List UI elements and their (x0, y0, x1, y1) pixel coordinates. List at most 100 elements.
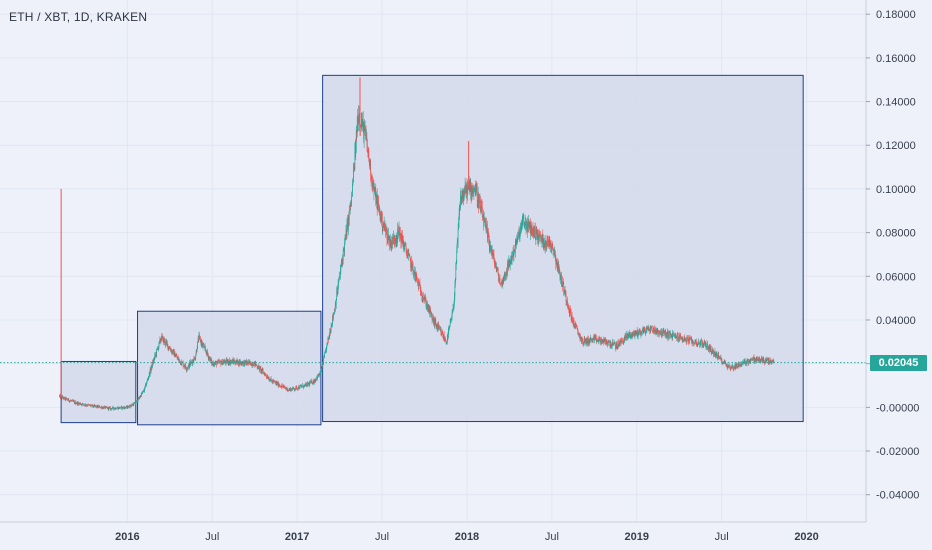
candle-body (612, 341, 614, 345)
candle-body (177, 357, 178, 358)
range-box-1[interactable] (60, 360, 137, 424)
candle-body (78, 403, 80, 405)
candle-body (392, 236, 394, 245)
candle-body (753, 357, 754, 358)
candle-body (208, 357, 210, 359)
candle-body (399, 227, 400, 236)
candle-body (562, 283, 564, 287)
candle-body (718, 356, 720, 359)
candle-body (448, 327, 450, 329)
candle-body (224, 360, 226, 363)
candle-body (262, 370, 264, 374)
candle-body (381, 214, 383, 229)
candle-body (663, 331, 665, 333)
candle-body (580, 337, 582, 339)
candle-body (671, 334, 673, 338)
candle-body (226, 359, 228, 363)
candle-body (197, 338, 199, 342)
candle-body (97, 405, 99, 408)
candle-body (495, 264, 497, 268)
candle-body (534, 228, 536, 238)
candle-body (177, 357, 179, 360)
candle-body (433, 318, 435, 323)
candle-body (261, 369, 263, 372)
candle-body (575, 324, 577, 327)
candle-body (450, 319, 452, 321)
candle-body (595, 336, 597, 338)
candle-body (282, 386, 284, 388)
candle-body (184, 366, 185, 368)
candle-body (684, 337, 686, 341)
candle-body (477, 193, 479, 201)
candle-body (119, 407, 121, 409)
candle-body (545, 243, 547, 246)
candle-body (192, 360, 193, 364)
candle-body (425, 297, 426, 300)
candle-body (161, 335, 163, 340)
candle-body (615, 344, 617, 349)
candle-body (251, 363, 253, 366)
candle-body (407, 253, 409, 256)
price-axis[interactable]: 0.180000.160000.140000.120000.100000.080… (866, 9, 919, 502)
candle-body (128, 405, 130, 408)
candle-body (561, 274, 562, 284)
candle-body (77, 402, 78, 405)
candle-body (565, 290, 566, 294)
candle-body (438, 325, 439, 328)
candle-body (284, 387, 286, 389)
candle-body (183, 365, 185, 367)
candle-body (189, 362, 191, 365)
candle-body (715, 353, 716, 357)
candle-body (248, 361, 250, 362)
candle-body (158, 341, 160, 347)
candle-body (745, 363, 746, 365)
candle-body (83, 404, 84, 405)
candle-body (59, 395, 60, 397)
candle-body (487, 227, 488, 239)
candle-body (444, 338, 446, 340)
candle-body (587, 339, 588, 343)
candle-body (386, 228, 387, 230)
candle-body (234, 361, 236, 364)
candle-body (87, 404, 89, 406)
candle-body (84, 404, 86, 406)
candle-body (644, 329, 646, 332)
candle-body (395, 239, 397, 242)
candle-body (738, 362, 740, 365)
candle-body (598, 340, 599, 342)
range-box-2[interactable] (137, 310, 322, 426)
candle-body (765, 358, 767, 362)
candle-body (366, 137, 367, 139)
candle-body (452, 307, 454, 313)
time-axis[interactable]: 2016 Jul 2017 Jul 2018 Jul 2019 Jul 2020 (115, 531, 819, 543)
candle-body (250, 361, 251, 365)
candle-body (205, 347, 206, 351)
candle-body (467, 186, 469, 187)
candle-body (506, 271, 507, 276)
candle-body (639, 329, 641, 331)
candle-body (757, 359, 759, 361)
candle-body (768, 358, 770, 363)
candle-body (286, 387, 288, 390)
candle-body (708, 347, 710, 351)
time-tick-label: Jul (715, 531, 729, 543)
candle-body (603, 338, 605, 343)
candle-body (498, 279, 500, 282)
candle-body (359, 115, 361, 126)
price-tick-label: 0.08000 (876, 228, 916, 240)
candle-body (548, 241, 550, 247)
candle-body (140, 395, 142, 397)
candle-body (703, 341, 705, 343)
candle-body (547, 237, 548, 247)
candle-body (115, 407, 117, 410)
candle-body (356, 132, 358, 138)
candle-body (136, 400, 138, 402)
candle-body (767, 358, 768, 360)
candle-body (739, 364, 741, 366)
candle-body (298, 386, 300, 389)
candle-body (706, 345, 707, 347)
candle-body (363, 127, 365, 139)
candle-body (658, 333, 660, 335)
candle-body (607, 343, 608, 345)
